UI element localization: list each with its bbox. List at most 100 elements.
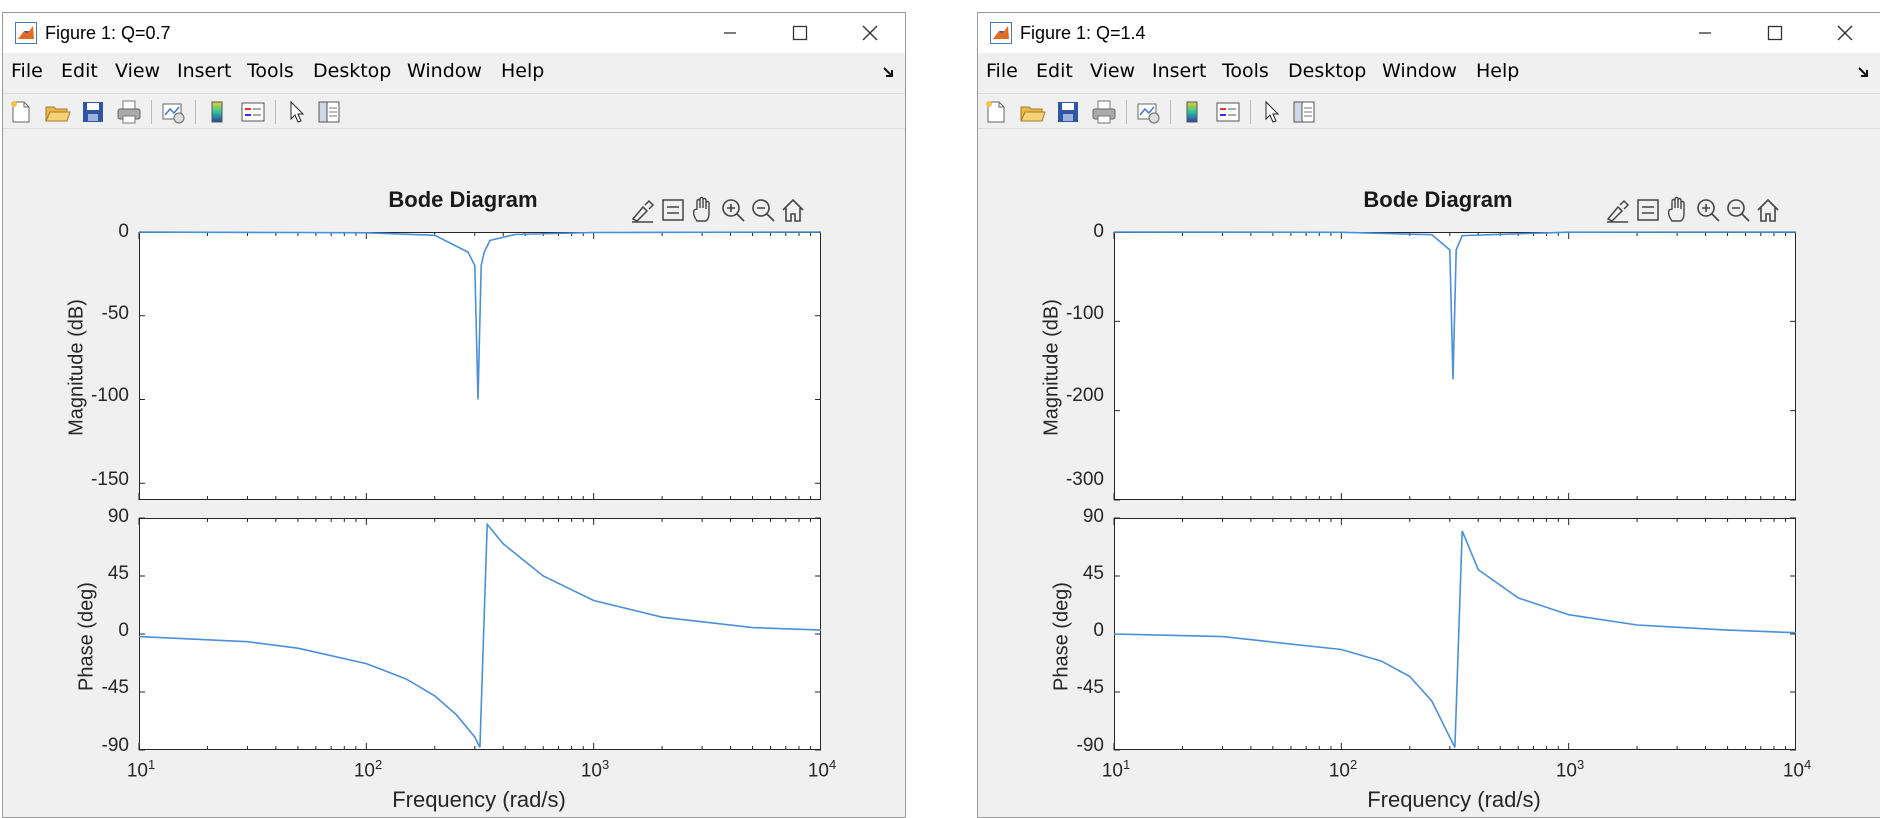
magnitude-ytick: -50	[101, 303, 129, 324]
menu-desktop[interactable]: Desktop	[313, 60, 392, 82]
new-figure-icon[interactable]	[7, 98, 35, 126]
x-tick: 102	[1328, 757, 1358, 782]
menu-window[interactable]: Window	[407, 60, 482, 82]
print-icon[interactable]	[115, 98, 143, 126]
minimize-icon	[1699, 32, 1711, 34]
pan-hand-icon[interactable]	[1664, 195, 1692, 225]
magnitude-axes[interactable]	[139, 232, 821, 500]
bode-curves	[138, 231, 822, 751]
phase-ytick: -90	[101, 735, 129, 756]
menu-bar: File Edit View Insert Tools Desktop Wind…	[3, 53, 905, 89]
matlab-icon	[15, 22, 37, 44]
colorbar-icon[interactable]	[203, 98, 231, 126]
plot-title: Bode Diagram	[1363, 187, 1513, 212]
plot-title: Bode Diagram	[388, 187, 538, 212]
menu-bar: File Edit View Insert Tools Desktop Wind…	[978, 53, 1880, 89]
phase-axes[interactable]	[1114, 518, 1796, 750]
menu-help[interactable]: Help	[1476, 60, 1520, 82]
axes-toolbar	[1604, 195, 1804, 225]
dock-arrow-icon[interactable]	[881, 65, 895, 79]
phase-ytick: -45	[101, 677, 129, 698]
save-icon[interactable]	[1054, 98, 1082, 126]
menu-insert[interactable]: Insert	[177, 60, 232, 82]
dock-arrow-icon[interactable]	[1856, 65, 1870, 79]
open-file-icon[interactable]	[43, 98, 71, 126]
magnitude-ytick: -100	[1065, 303, 1104, 324]
minimize-button[interactable]	[695, 13, 765, 53]
magnitude-ytick: -200	[1065, 385, 1104, 406]
legend-icon[interactable]	[239, 98, 267, 126]
menu-file[interactable]: File	[986, 60, 1018, 82]
zoom-out-icon[interactable]	[1724, 195, 1752, 225]
title-bar[interactable]: Figure 1: Q=0.7	[3, 13, 905, 53]
maximize-icon	[792, 25, 808, 41]
property-inspector-icon[interactable]	[315, 98, 343, 126]
magnitude-curve	[138, 231, 822, 400]
pan-hand-icon[interactable]	[689, 195, 717, 225]
x-tick: 104	[1782, 757, 1812, 782]
close-button[interactable]	[835, 13, 905, 53]
save-icon[interactable]	[79, 98, 107, 126]
phase-ytick: 0	[1093, 620, 1104, 641]
bode-curves	[1113, 231, 1797, 751]
figure-window-q07: Figure 1: Q=0.7 File Edit View Insert To…	[2, 12, 906, 818]
zoom-out-icon[interactable]	[749, 195, 777, 225]
phase-ytick: 90	[107, 506, 129, 527]
link-plot-icon[interactable]	[1134, 98, 1162, 126]
open-file-icon[interactable]	[1018, 98, 1046, 126]
menu-view[interactable]: View	[115, 60, 161, 82]
legend-icon[interactable]	[1214, 98, 1242, 126]
new-figure-icon[interactable]	[982, 98, 1010, 126]
menu-tools[interactable]: Tools	[247, 60, 294, 82]
home-icon[interactable]	[779, 195, 807, 225]
colorbar-icon[interactable]	[1178, 98, 1206, 126]
zoom-in-icon[interactable]	[719, 195, 747, 225]
x-tick: 103	[580, 757, 610, 782]
phase-ytick: 45	[107, 563, 129, 584]
x-tick: 101	[126, 757, 156, 782]
matlab-icon	[990, 22, 1012, 44]
phase-curve	[138, 522, 822, 748]
data-tips-icon[interactable]	[1634, 195, 1662, 225]
menu-window[interactable]: Window	[1382, 60, 1457, 82]
menu-help[interactable]: Help	[501, 60, 545, 82]
edit-plot-arrow-icon[interactable]	[1258, 98, 1286, 126]
link-plot-icon[interactable]	[159, 98, 187, 126]
phase-axes[interactable]	[139, 518, 821, 750]
maximize-button[interactable]	[765, 13, 835, 53]
brush-icon[interactable]	[1604, 195, 1632, 225]
zoom-in-icon[interactable]	[1694, 195, 1722, 225]
magnitude-ytick: -300	[1065, 469, 1104, 490]
close-button[interactable]	[1810, 13, 1880, 53]
toolbar-separator	[1126, 100, 1127, 124]
property-inspector-icon[interactable]	[1290, 98, 1318, 126]
minimize-button[interactable]	[1670, 13, 1740, 53]
title-bar[interactable]: Figure 1: Q=1.4	[978, 13, 1880, 53]
window-title: Figure 1: Q=0.7	[45, 23, 171, 43]
phase-ytick: 90	[1082, 506, 1104, 527]
menu-insert[interactable]: Insert	[1152, 60, 1207, 82]
menu-edit[interactable]: Edit	[1036, 60, 1073, 82]
toolbar-separator	[275, 100, 276, 124]
menu-desktop[interactable]: Desktop	[1288, 60, 1367, 82]
maximize-button[interactable]	[1740, 13, 1810, 53]
home-icon[interactable]	[1754, 195, 1782, 225]
edit-plot-arrow-icon[interactable]	[283, 98, 311, 126]
magnitude-curve	[1113, 231, 1797, 380]
minimize-icon	[724, 32, 736, 34]
menu-file[interactable]: File	[11, 60, 43, 82]
menu-view[interactable]: View	[1090, 60, 1136, 82]
x-tick: 103	[1555, 757, 1585, 782]
brush-icon[interactable]	[629, 195, 657, 225]
magnitude-ytick: -150	[90, 469, 129, 490]
data-tips-icon[interactable]	[659, 195, 687, 225]
phase-ytick: 45	[1082, 563, 1104, 584]
maximize-icon	[1767, 25, 1783, 41]
toolbar-separator	[151, 100, 152, 124]
menu-tools[interactable]: Tools	[1222, 60, 1269, 82]
magnitude-ytick: 0	[1093, 221, 1104, 242]
phase-ytick: -45	[1076, 677, 1104, 698]
menu-edit[interactable]: Edit	[61, 60, 98, 82]
figure-canvas: Bode Diagram Magnitude (dB) 0 -50 -100 -…	[3, 131, 905, 817]
print-icon[interactable]	[1090, 98, 1118, 126]
